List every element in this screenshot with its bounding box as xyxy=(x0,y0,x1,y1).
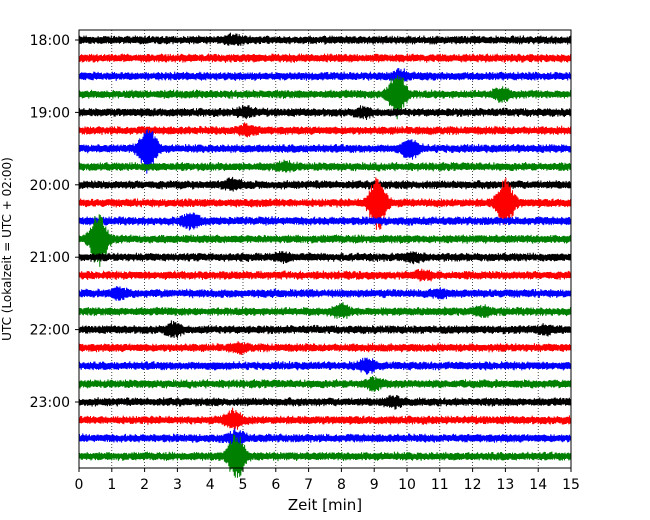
trace-2000 xyxy=(78,176,572,192)
y-axis-ticks: 18:00 19:00 20:00 21:00 22:00 23:00 xyxy=(30,33,79,411)
trace-2315 xyxy=(78,407,572,431)
x-tick-label-5: 5 xyxy=(239,477,248,493)
trace-2300 xyxy=(78,394,572,410)
trace-1945 xyxy=(78,159,572,173)
plot-frame xyxy=(78,29,572,469)
trace-2115 xyxy=(78,268,572,282)
x-tick-label-1: 1 xyxy=(107,477,116,493)
trace-2145 xyxy=(78,302,572,319)
trace-2200 xyxy=(78,320,572,339)
y-tick-label-2300: 23:00 xyxy=(30,395,70,411)
trace-2015 xyxy=(78,177,572,230)
x-tick-label-14: 14 xyxy=(529,477,547,493)
trace-1900 xyxy=(78,105,572,121)
x-tick-label-2: 2 xyxy=(140,477,149,493)
x-tick-label-9: 9 xyxy=(370,477,379,493)
trace-1830 xyxy=(78,67,572,84)
x-tick-label-15: 15 xyxy=(562,477,580,493)
trace-2215 xyxy=(78,341,572,356)
x-tick-label-13: 13 xyxy=(496,477,514,493)
trace-1800 xyxy=(78,32,572,46)
x-tick-label-8: 8 xyxy=(337,477,346,493)
trace-2330 xyxy=(78,428,572,448)
x-axis-ticks: 0 1 2 3 4 5 6 7 8 9 10 11 12 13 14 15 xyxy=(75,468,580,493)
y-tick-label-2200: 22:00 xyxy=(30,323,70,339)
vertical-grid xyxy=(111,30,539,468)
trace-2245 xyxy=(78,375,572,392)
trace-1845 xyxy=(78,75,572,120)
trace-2230 xyxy=(78,357,572,375)
y-tick-label-1900: 19:00 xyxy=(30,105,70,121)
x-tick-label-4: 4 xyxy=(206,477,215,493)
trace-2345 xyxy=(78,434,572,478)
seismic-traces xyxy=(78,32,572,478)
trace-2130 xyxy=(78,285,572,301)
y-tick-label-1800: 18:00 xyxy=(30,33,70,49)
y-axis-label: UTC (Lokalzeit = UTC + 02:00) xyxy=(0,157,14,341)
y-tick-label-2100: 21:00 xyxy=(30,250,70,266)
x-tick-label-3: 3 xyxy=(173,477,182,493)
x-tick-label-0: 0 xyxy=(75,477,84,493)
x-tick-label-6: 6 xyxy=(271,477,280,493)
trace-2045 xyxy=(78,214,572,267)
trace-1930 xyxy=(78,129,572,174)
trace-1815 xyxy=(78,53,572,63)
x-tick-label-12: 12 xyxy=(464,477,482,493)
x-tick-label-10: 10 xyxy=(398,477,416,493)
x-tick-label-11: 11 xyxy=(431,477,449,493)
trace-2100 xyxy=(78,250,572,265)
trace-1915 xyxy=(78,122,572,138)
x-axis-label: Zeit [min] xyxy=(288,496,362,514)
y-tick-label-2000: 20:00 xyxy=(30,178,70,194)
x-tick-label-7: 7 xyxy=(304,477,313,493)
trace-2030 xyxy=(78,212,572,231)
